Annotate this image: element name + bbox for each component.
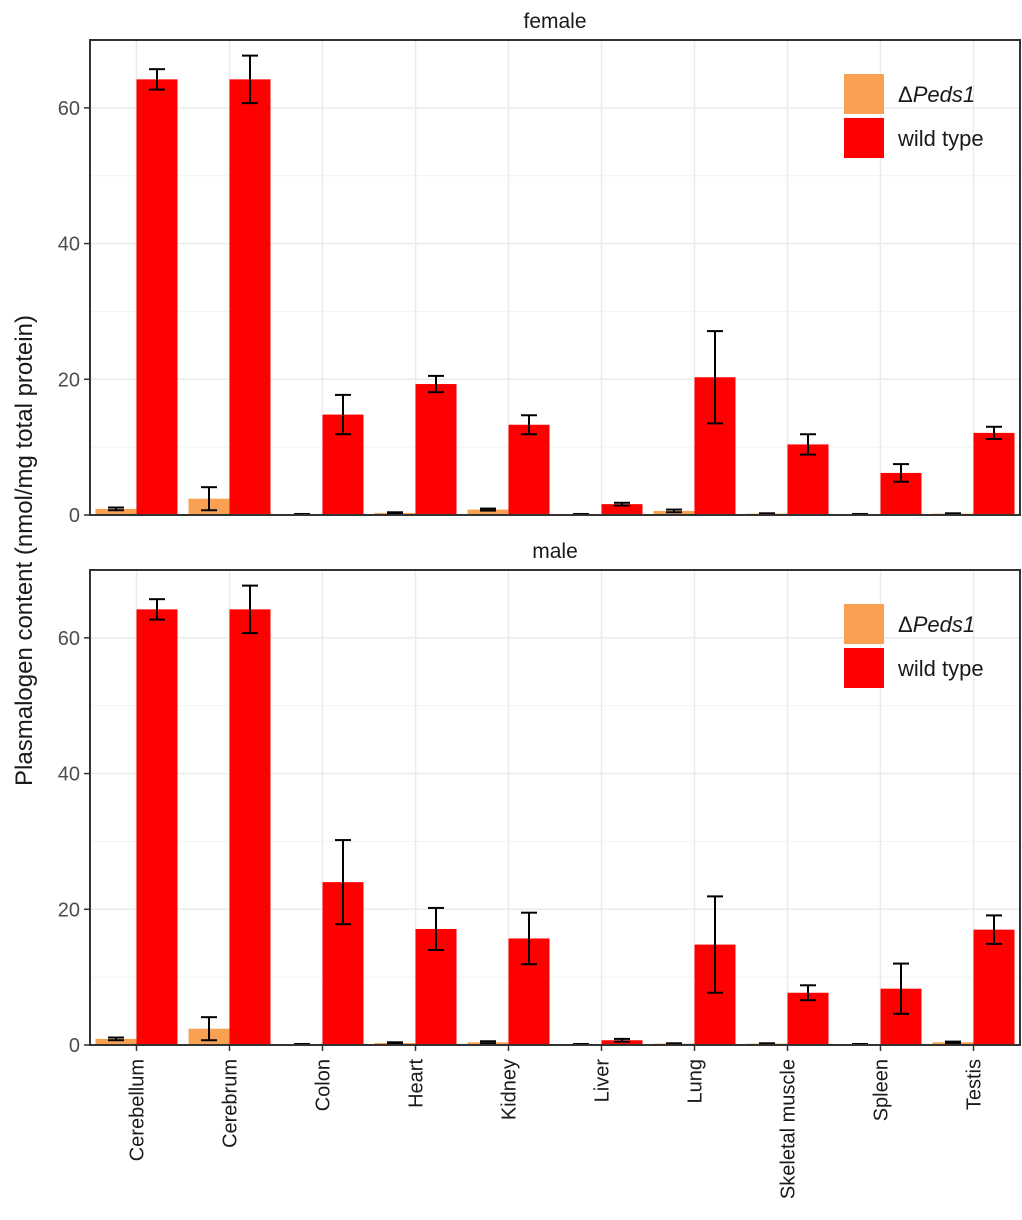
legend-label-wildtype: wild type <box>897 656 984 681</box>
error-bar <box>614 501 630 507</box>
x-tick-label: Kidney <box>499 1059 521 1120</box>
error-bar <box>707 895 723 994</box>
bar-knockout-cerebellum <box>95 508 137 515</box>
x-tick-label: Skeletal muscle <box>778 1059 800 1199</box>
panel-title: female <box>523 10 586 33</box>
error-bar <box>521 414 537 436</box>
legend-swatch-knockout <box>844 74 884 114</box>
legend-text: Peds1 <box>913 612 975 637</box>
y-tick-label: 0 <box>69 505 80 527</box>
x-tick-label: Liver <box>592 1059 614 1103</box>
error-bar <box>335 839 351 926</box>
error-bar <box>986 425 1002 440</box>
error-bar <box>945 512 961 515</box>
x-tick-label: Testis <box>964 1059 986 1110</box>
legend-text: wild type <box>897 656 984 681</box>
legend: ΔPeds1 wild type <box>844 74 984 158</box>
bar-wildtype-testis <box>973 432 1015 515</box>
error-bar <box>149 68 165 91</box>
y-tick-label: 20 <box>58 369 80 391</box>
bar-wildtype-skeletal-muscle <box>787 444 829 515</box>
error-bar <box>666 508 682 514</box>
x-tick-label: Heart <box>406 1059 428 1108</box>
error-bar <box>242 584 258 635</box>
bar-wildtype-cerebellum <box>136 79 178 515</box>
error-bar <box>480 507 496 512</box>
y-tick-label: 40 <box>58 764 80 786</box>
y-tick-label: 0 <box>69 1035 80 1057</box>
x-tick-label: Lung <box>685 1059 707 1104</box>
y-tick-label: 40 <box>58 234 80 256</box>
error-bar <box>201 486 217 512</box>
error-bar <box>387 511 403 515</box>
bar-wildtype-liver <box>601 504 643 515</box>
bar-wildtype-cerebrum <box>229 79 271 515</box>
error-bar <box>201 1016 217 1042</box>
bar-knockout-cerebellum <box>95 1038 137 1045</box>
bar-wildtype-cerebellum <box>136 609 178 1045</box>
bar-wildtype-kidney <box>508 424 550 515</box>
error-bar <box>428 906 444 951</box>
y-tick-label: 60 <box>58 98 80 120</box>
bar-wildtype-cerebrum <box>229 609 271 1045</box>
bar-knockout-kidney <box>467 509 509 515</box>
y-tick-label: 20 <box>58 899 80 921</box>
legend: ΔPeds1 wild type <box>844 604 984 688</box>
y-tick-label: 60 <box>58 628 80 650</box>
error-bar <box>428 374 444 394</box>
error-bar <box>893 463 909 483</box>
panel-male: male 0 20 40 60 ΔPeds1 wild type Cerebellum Cere… <box>58 540 1021 1199</box>
error-bar <box>759 1042 775 1045</box>
error-bar <box>945 1040 961 1044</box>
error-bar <box>149 598 165 621</box>
error-bar <box>986 914 1002 945</box>
panel-border <box>89 39 1021 516</box>
bar-wildtype-heart <box>415 384 457 515</box>
x-tick-label: Spleen <box>871 1059 893 1121</box>
error-bar <box>893 962 909 1015</box>
panel-border <box>89 569 1021 1046</box>
error-bar <box>242 54 258 105</box>
legend-label-wildtype: wild type <box>897 126 984 151</box>
legend-swatch-knockout <box>844 604 884 644</box>
bar-wildtype-skeletal-muscle <box>787 992 829 1045</box>
y-axis-label: Plasmalogen content (nmol/mg total prote… <box>11 315 38 786</box>
x-tick-label: Cerebrum <box>220 1059 242 1148</box>
error-bar <box>387 1041 403 1045</box>
legend-label-knockout: ΔPeds1 <box>898 82 975 107</box>
bar-wildtype-liver <box>601 1040 643 1045</box>
error-bar <box>707 330 723 425</box>
panel-title: male <box>532 540 578 563</box>
x-tick-label: Colon <box>313 1059 335 1111</box>
bar-wildtype-testis <box>973 929 1015 1045</box>
error-bar <box>480 1040 496 1045</box>
legend-text: wild type <box>897 126 984 151</box>
legend-text: Peds1 <box>913 82 975 107</box>
error-bar <box>800 984 816 1002</box>
error-bar <box>521 911 537 966</box>
legend-prefix: Δ <box>898 82 913 107</box>
error-bar <box>614 1037 630 1043</box>
legend-swatch-wildtype <box>844 118 884 158</box>
error-bar <box>108 1036 124 1042</box>
error-bar <box>108 506 124 512</box>
panel-female: female 0 20 40 60 ΔPeds1 wild type <box>58 10 1021 527</box>
x-tick-label: Cerebellum <box>127 1059 149 1161</box>
error-bar <box>759 512 775 515</box>
legend-label-knockout: ΔPeds1 <box>898 612 975 637</box>
legend-prefix: Δ <box>898 612 913 637</box>
error-bar <box>666 1042 682 1045</box>
error-bar <box>800 433 816 456</box>
error-bar <box>335 393 351 436</box>
legend-swatch-wildtype <box>844 648 884 688</box>
